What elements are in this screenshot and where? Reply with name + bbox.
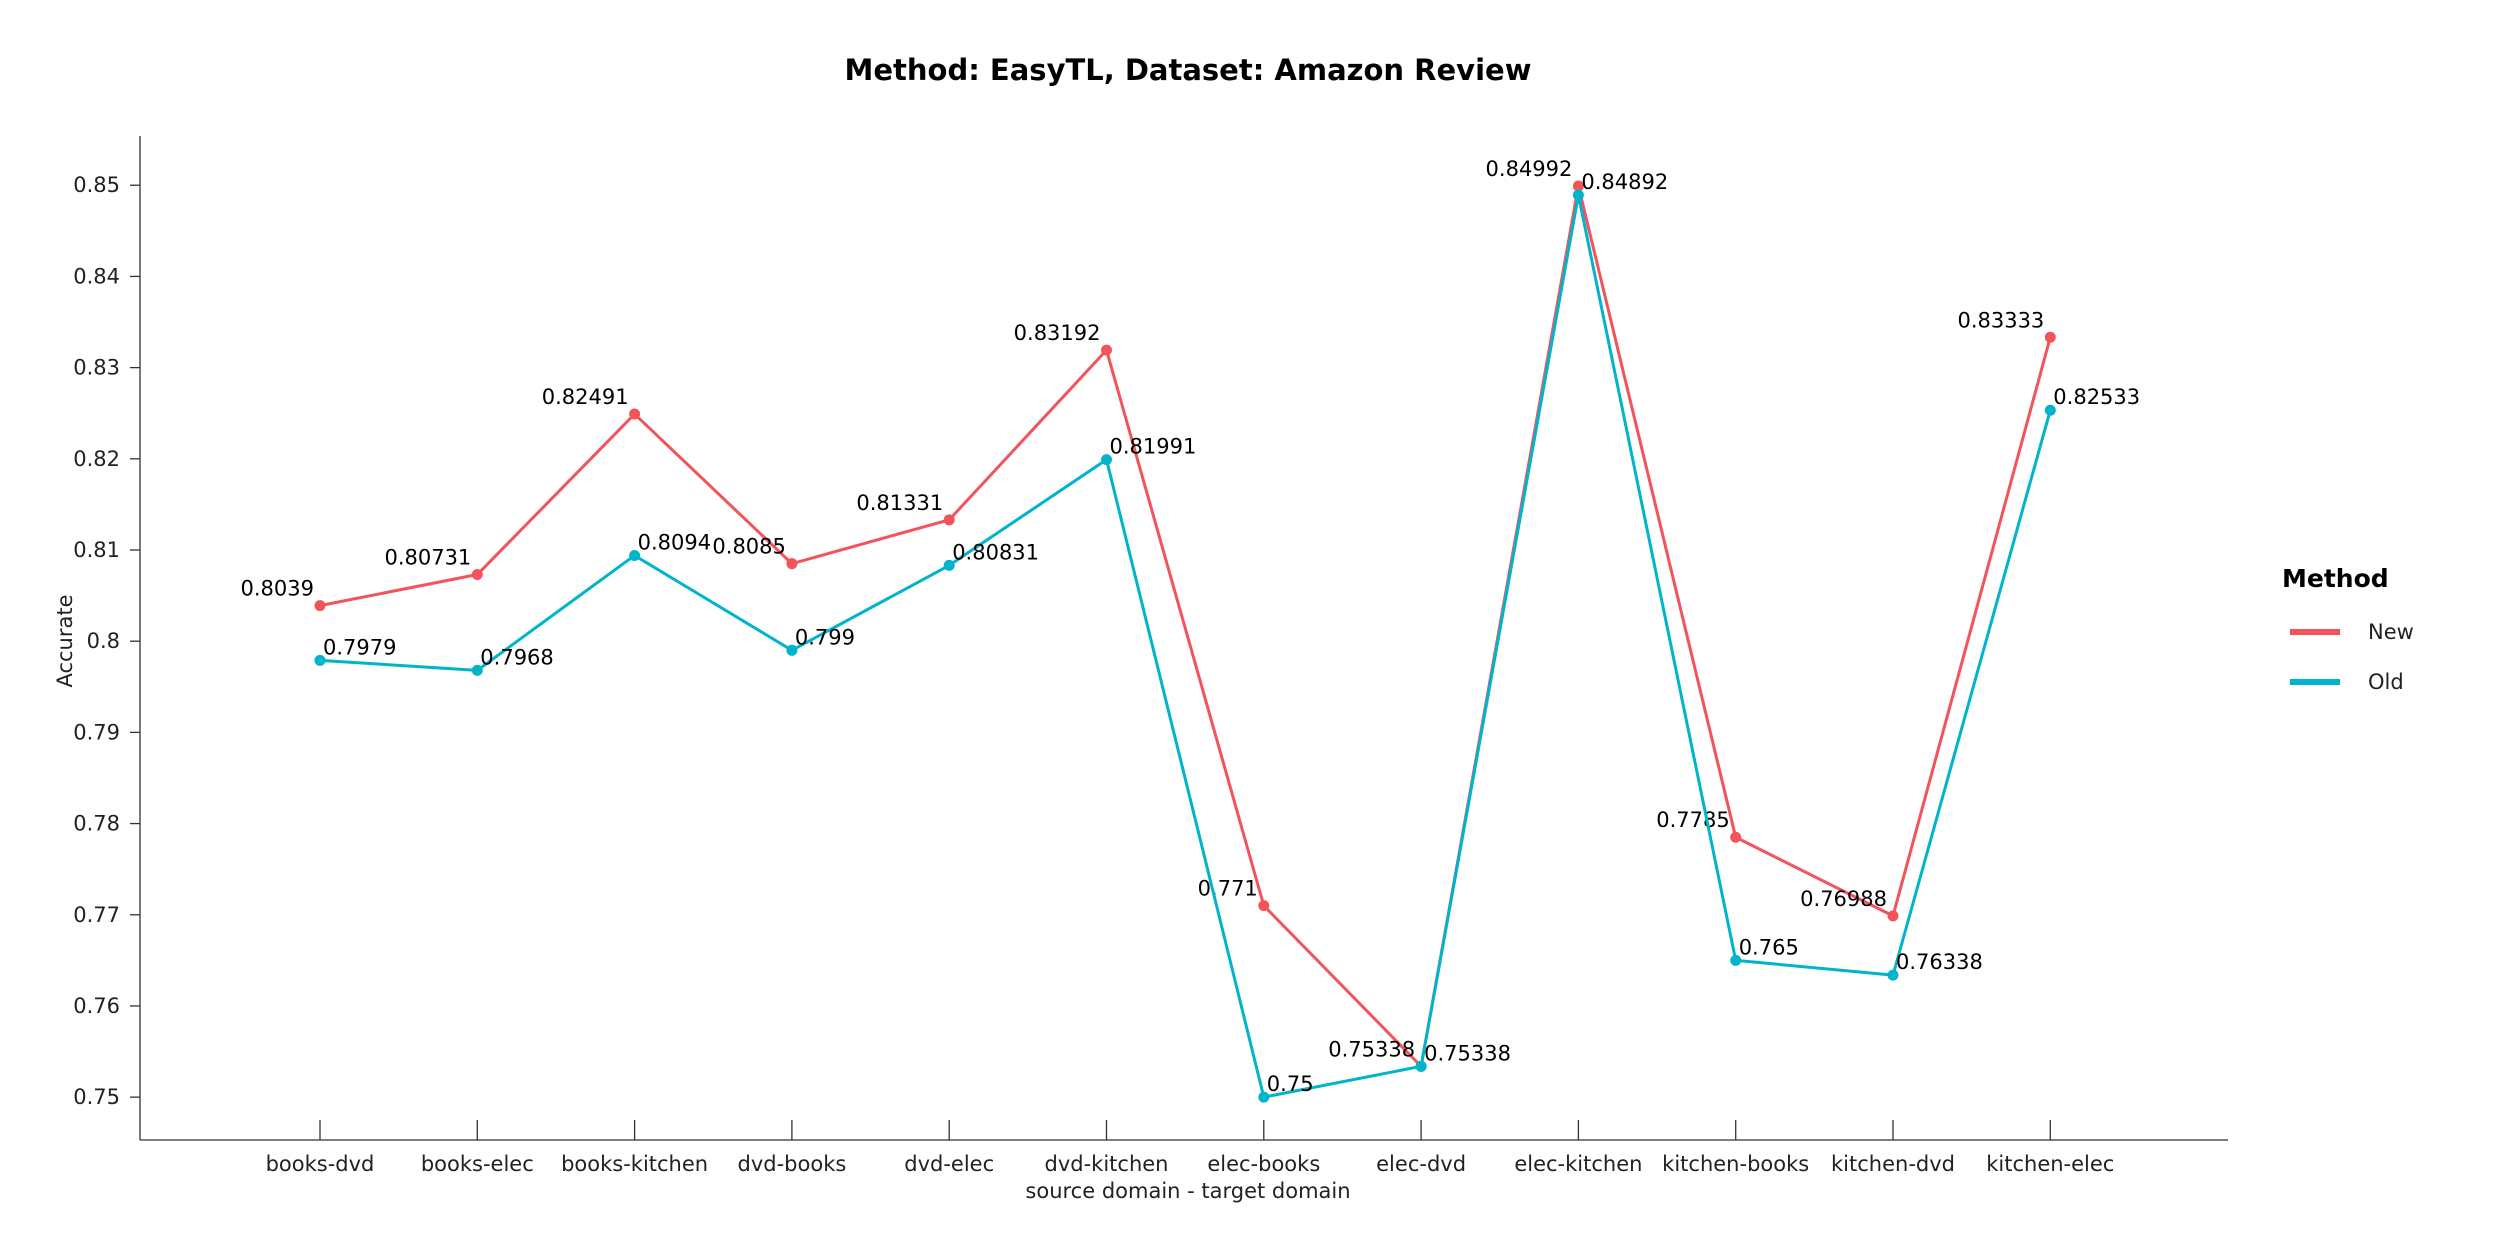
data-point [314,600,326,612]
series-old: 0.7979 0.7968 0.8094 0.799 0.80831 0.81991 0.7… [314,170,2140,1103]
data-label: 0.75338 [1424,1041,1511,1065]
y-tick-label: 0.77 [73,903,120,927]
y-tick-label: 0.84 [73,264,120,288]
data-label: 0.75 [1267,1072,1314,1096]
data-point [1101,344,1112,356]
data-point [943,514,955,526]
y-tick-label: 0.75 [73,1085,120,1109]
data-label: 0.7968 [480,645,553,669]
x-axis-label: source domain - target domain [1025,1179,1350,1203]
data-label: 0.81331 [856,491,943,515]
axes [139,136,2228,1141]
x-tick-label: elec-kitchen [1514,1152,1642,1176]
y-tick-label: 0.8 [87,629,120,653]
data-label: 0.75338 [1328,1037,1415,1061]
data-label: 0.84892 [1581,170,1668,194]
y-tick-label: 0.85 [73,173,120,197]
x-tick-label: kitchen-elec [1986,1152,2114,1176]
data-label: 0.82491 [542,385,629,409]
x-tick-label: dvd-books [738,1152,847,1176]
data-label: 0.8085 [712,535,785,559]
data-label: 0.82533 [2053,385,2140,409]
data-point [1730,954,1742,966]
data-point [1258,900,1270,912]
legend-title: Method [2282,564,2389,593]
data-label: 0.799 [795,625,855,649]
data-point [629,408,641,420]
data-point [629,549,641,561]
x-tick-label: dvd-kitchen [1045,1152,1169,1176]
x-tick-label: kitchen-books [1662,1152,1809,1176]
data-point [786,558,798,570]
legend-label-new: New [2368,620,2414,644]
data-label: 0.8039 [241,577,314,601]
data-label: 0.76988 [1800,887,1887,911]
data-point [1572,180,1584,192]
legend-label-old: Old [2368,670,2404,694]
y-tick-label: 0.81 [73,538,120,562]
series-line-old [319,193,2052,1099]
data-point [1258,1091,1270,1103]
legend: Method New Old [2282,564,2414,694]
x-tick-label: elec-books [1207,1152,1320,1176]
data-label: 0.80831 [952,540,1039,564]
data-point [1572,189,1584,201]
data-label: 0.83192 [1014,321,1101,345]
data-point [2044,331,2056,343]
data-point [943,559,955,571]
y-tick-label: 0.76 [73,994,120,1018]
data-label: 0.765 [1739,935,1799,959]
series-new: 0.8039 0.80731 0.82491 0.8085 0.81331 0.83192… [241,157,2056,1072]
x-tick-label: books-dvd [266,1152,375,1176]
series-line-new [319,184,2052,1068]
x-tick-label: dvd-elec [904,1152,994,1176]
data-label: 0.7785 [1656,808,1729,832]
chart-title: Method: EasyTL, Dataset: Amazon Review [845,53,1532,87]
data-label: 0.84992 [1486,157,1573,181]
data-point [1887,910,1899,922]
y-tick-label: 0.78 [73,812,120,836]
y-tick-label: 0.82 [73,447,120,471]
data-point [786,644,798,656]
y-tick-label: 0.83 [73,356,120,380]
x-tick-label: kitchen-dvd [1831,1152,1955,1176]
data-label: 0.8094 [638,530,711,554]
x-tick-label: books-elec [421,1152,534,1176]
ticks: 0.75 0.76 0.77 0.78 0.79 0.8 0.81 0.82 0.83 0.84 0… [73,173,2114,1176]
y-axis-label: Accurate [53,594,77,687]
data-point [471,664,483,676]
data-point [471,569,483,581]
data-label: 0.7979 [323,635,396,659]
data-point [1101,454,1112,466]
data-label: 0.81991 [1110,435,1197,459]
data-point [1887,969,1899,981]
data-label: 0.76338 [1896,950,1983,974]
data-point [314,654,326,666]
data-point [1730,831,1742,843]
data-point [2044,404,2056,416]
y-tick-label: 0.79 [73,720,120,744]
data-label: 0.771 [1198,877,1258,901]
x-tick-label: books-kitchen [561,1152,708,1176]
data-label: 0.83333 [1957,308,2044,332]
data-label: 0.80731 [384,546,471,570]
series-layer: 0.8039 0.80731 0.82491 0.8085 0.81331 0.83192… [241,157,2140,1103]
x-tick-label: elec-dvd [1376,1152,1466,1176]
data-point [1415,1060,1427,1072]
